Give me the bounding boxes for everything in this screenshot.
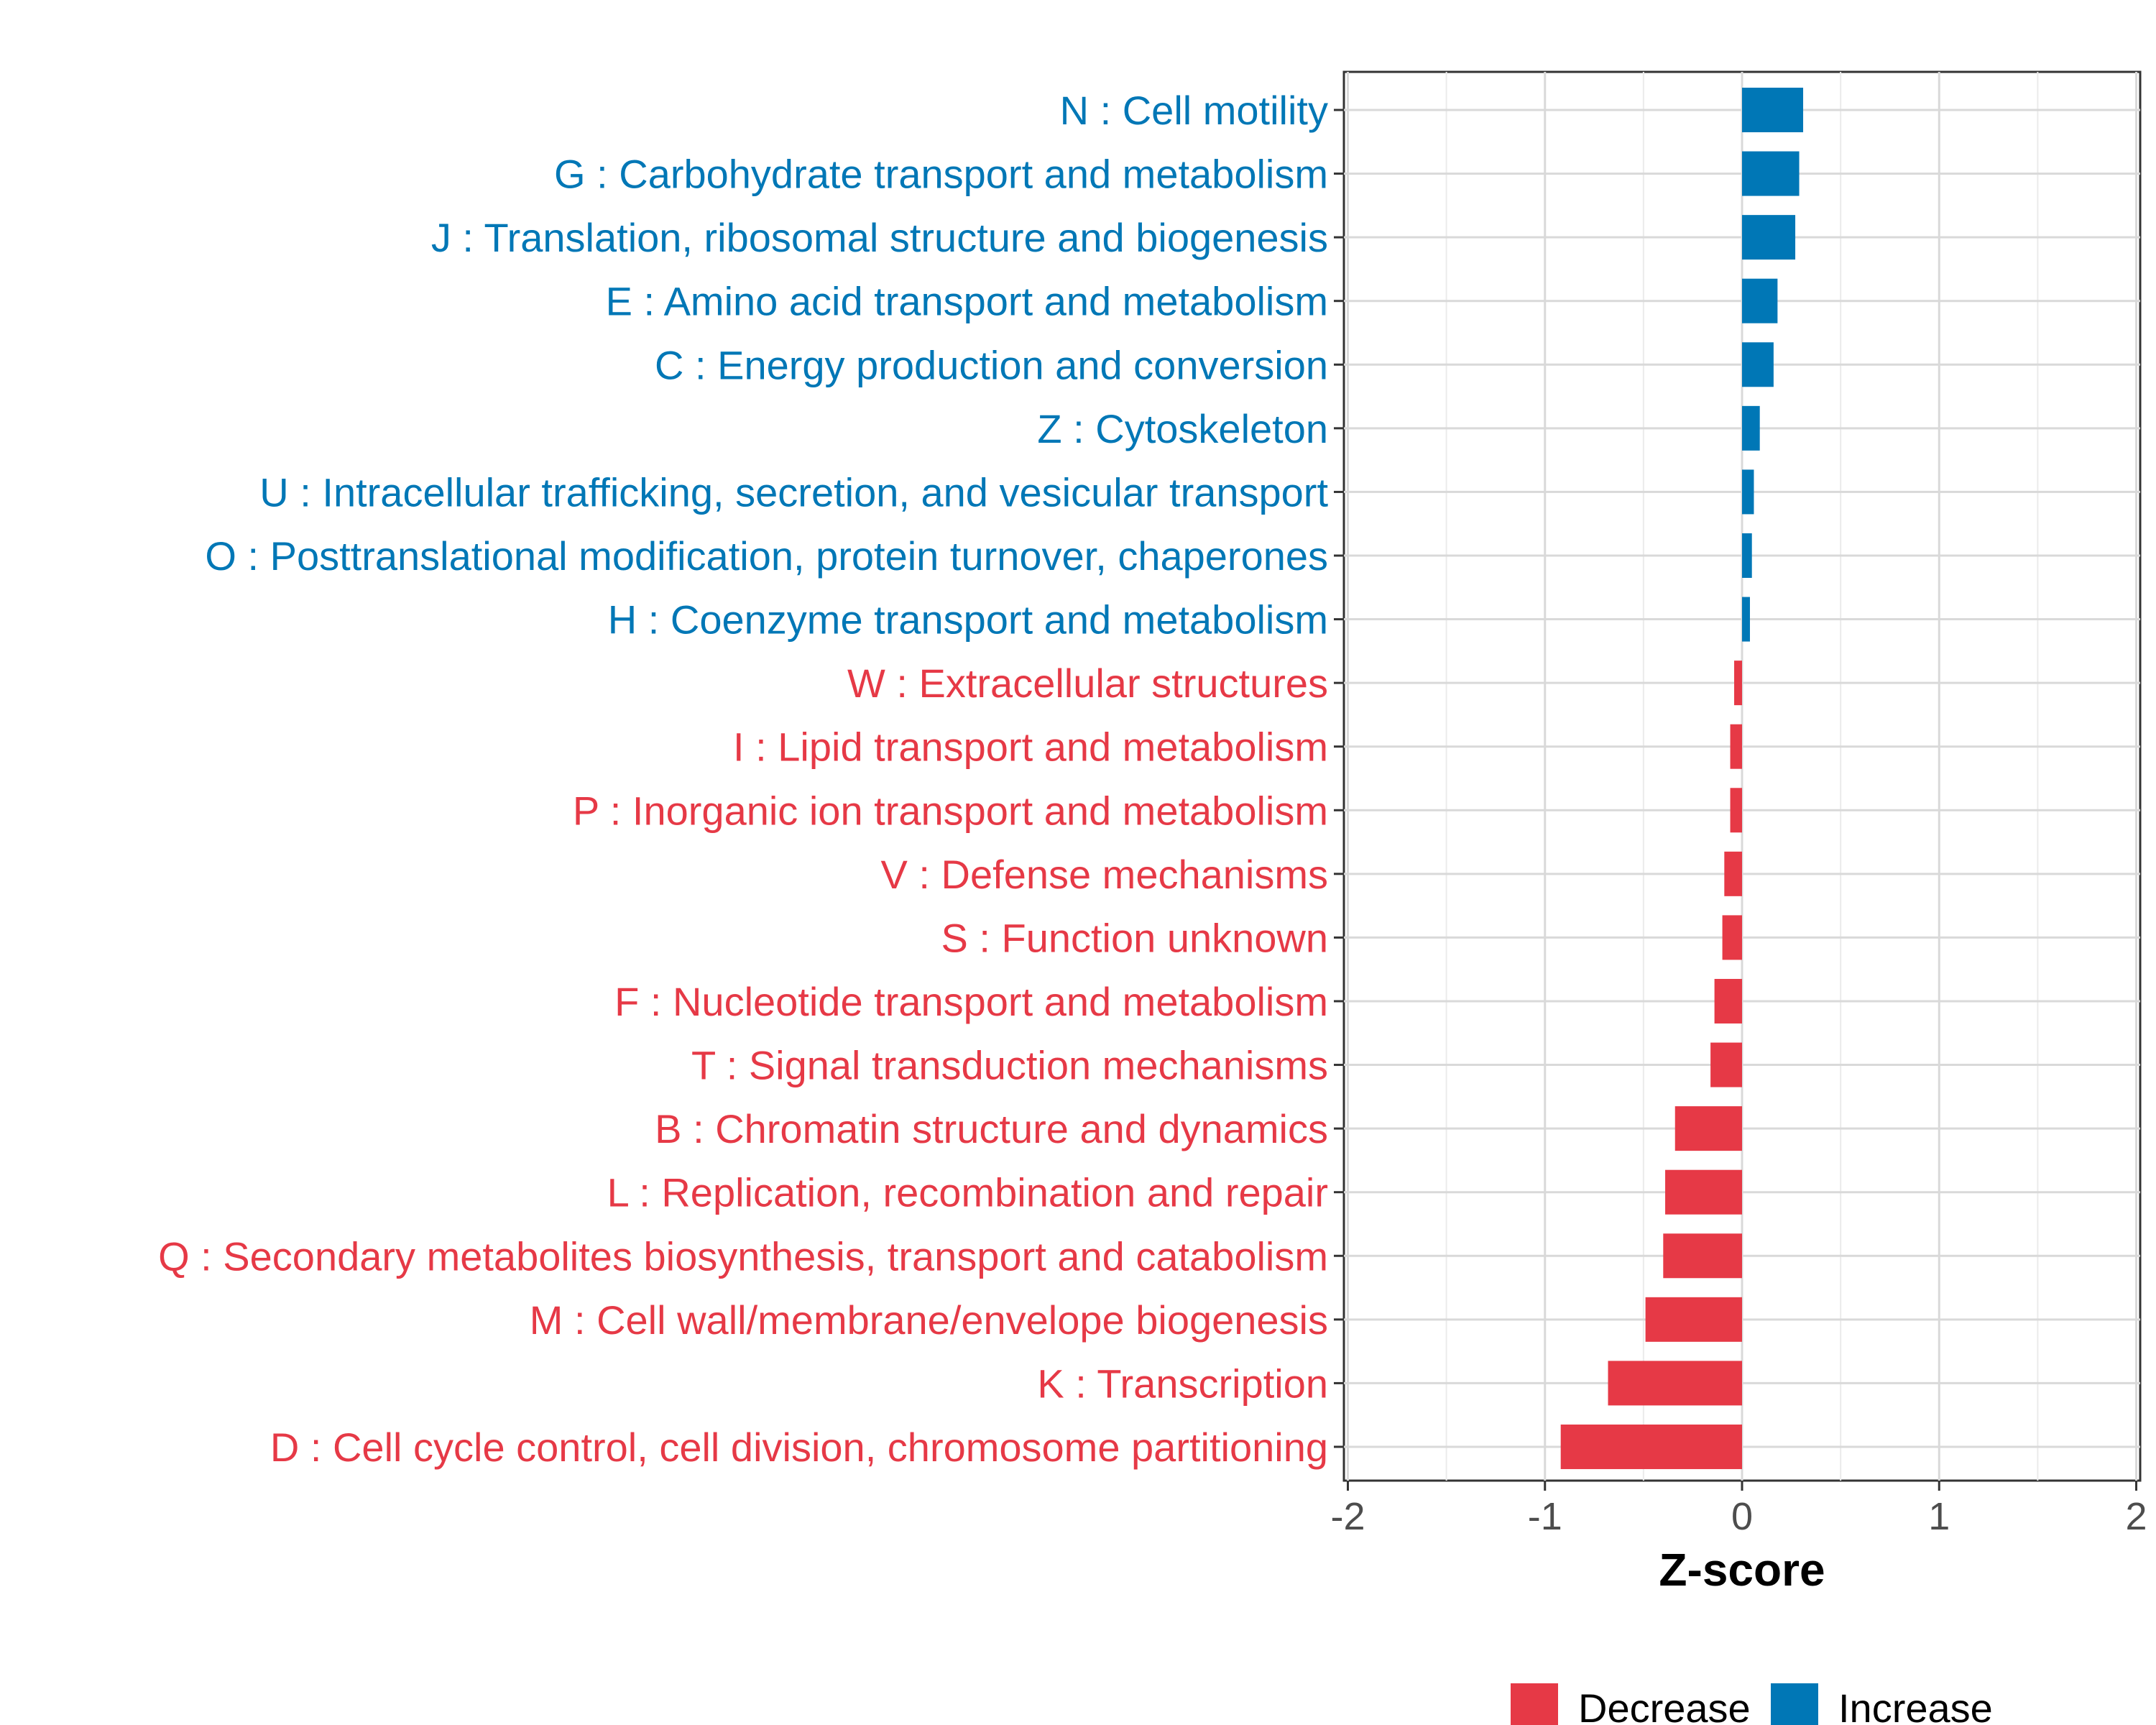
- legend: Decrease Increase: [1511, 1683, 1993, 1725]
- category-label: L : Replication, recombination and repai…: [607, 1170, 1328, 1215]
- bar: [1742, 342, 1774, 387]
- category-label: F : Nucleotide transport and metabolism: [614, 979, 1328, 1024]
- bar: [1742, 278, 1778, 323]
- bars: [1560, 88, 1804, 1469]
- category-label: B : Chromatin structure and dynamics: [655, 1106, 1328, 1151]
- category-label: D : Cell cycle control, cell division, c…: [270, 1425, 1328, 1470]
- bar: [1665, 1169, 1742, 1215]
- bar: [1608, 1361, 1742, 1406]
- legend-label: Increase: [1838, 1685, 1993, 1725]
- category-label: P : Inorganic ion transport and metaboli…: [573, 788, 1328, 833]
- category-label: U : Intracellular trafficking, secretion…: [259, 469, 1328, 515]
- category-label: Q : Secondary metabolites biosynthesis, …: [158, 1233, 1328, 1279]
- x-tick-label: 1: [1928, 1495, 1950, 1538]
- bar: [1724, 851, 1742, 896]
- category-label: T : Signal transduction mechanisms: [691, 1043, 1328, 1088]
- category-label: N : Cell motility: [1060, 88, 1328, 133]
- x-tick-label: 2: [2125, 1495, 2147, 1538]
- y-axis-ticks: [1334, 109, 1344, 1448]
- x-tick-label: 0: [1731, 1495, 1753, 1538]
- category-label: V : Defense mechanisms: [881, 852, 1328, 897]
- bar: [1742, 597, 1750, 642]
- category-labels: N : Cell motility G : Carbohydrate transp…: [158, 88, 1328, 1470]
- category-label: H : Coenzyme transport and metabolism: [608, 597, 1328, 643]
- category-label: K : Transcription: [1037, 1361, 1328, 1406]
- x-axis-title: Z-score: [1659, 1544, 1825, 1596]
- category-label: J : Translation, ribosomal structure and…: [431, 215, 1328, 260]
- bar: [1645, 1297, 1742, 1342]
- bar: [1730, 724, 1742, 769]
- bar: [1714, 978, 1742, 1024]
- x-axis-ticks: -2 -1 0 1 2: [1330, 1481, 2147, 1538]
- bar: [1742, 88, 1804, 132]
- bar: [1742, 533, 1752, 578]
- category-label: Z : Cytoskeleton: [1037, 406, 1328, 451]
- category-label: S : Function unknown: [941, 915, 1328, 960]
- bar: [1742, 215, 1796, 260]
- bar: [1710, 1042, 1742, 1087]
- bar: [1560, 1424, 1742, 1469]
- bar: [1742, 405, 1760, 451]
- bar: [1742, 151, 1800, 196]
- bar: [1663, 1233, 1742, 1279]
- category-label: G : Carbohydrate transport and metabolis…: [554, 152, 1328, 197]
- legend-swatch: [1771, 1683, 1818, 1725]
- x-tick-label: -2: [1330, 1495, 1365, 1538]
- bar: [1730, 788, 1742, 833]
- bar: [1742, 469, 1754, 515]
- bar: [1674, 1106, 1742, 1151]
- category-label: C : Energy production and conversion: [655, 342, 1328, 387]
- legend-label: Decrease: [1578, 1685, 1751, 1725]
- category-label: E : Amino acid transport and metabolism: [606, 279, 1328, 324]
- category-label: I : Lipid transport and metabolism: [733, 724, 1328, 770]
- category-label: W : Extracellular structures: [847, 661, 1328, 706]
- category-label: O : Posttranslational modification, prot…: [205, 533, 1328, 579]
- legend-swatch: [1511, 1683, 1558, 1725]
- category-label: M : Cell wall/membrane/envelope biogenes…: [530, 1297, 1328, 1343]
- x-tick-label: -1: [1528, 1495, 1562, 1538]
- bar: [1734, 661, 1742, 706]
- bar: [1722, 915, 1742, 960]
